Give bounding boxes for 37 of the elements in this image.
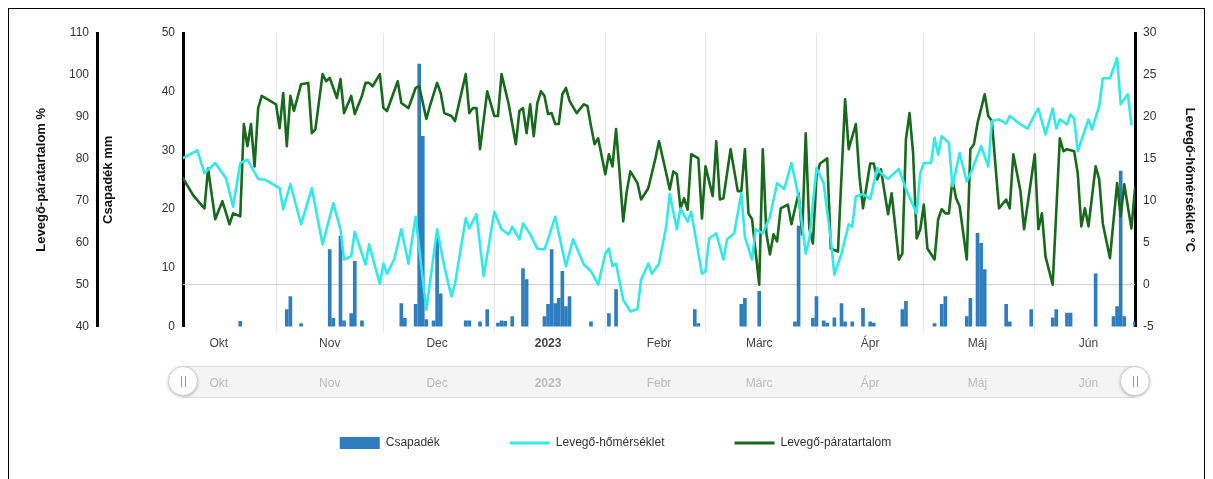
y3-tick-label: 60 <box>75 235 90 250</box>
x-tick-label: Máj <box>967 336 988 351</box>
y-tick-label: 0 <box>168 318 176 333</box>
y2-tick-label: -5 <box>1143 318 1154 333</box>
y2-axis-title: Levegő-hőmérséklet °C <box>1182 107 1198 253</box>
y3-tick-label: 40 <box>75 318 90 333</box>
x-tick-label: Márc <box>745 336 773 351</box>
y2-tick-label: 10 <box>1143 193 1157 208</box>
x-tick-label: Febr <box>646 336 672 351</box>
x-tick-label: Ápr <box>860 335 880 351</box>
y3-axis-title: Levegő-páratartalom % <box>33 107 49 252</box>
y2-tick-label: 5 <box>1143 235 1150 250</box>
y2-tick-label: 0 <box>1143 276 1150 291</box>
y-tick-label: 10 <box>161 260 176 275</box>
legend-label: Levegő-páratartalom <box>780 435 892 450</box>
y3-tick-label: 70 <box>75 193 90 208</box>
x-tick-label: Dec <box>426 336 448 351</box>
y3-tick-label: 50 <box>75 276 90 291</box>
x-tick-label: Nov <box>319 336 341 351</box>
legend-label: Levegő-hőmérséklet <box>555 435 666 450</box>
y-tick-label: 50 <box>161 25 176 40</box>
y-axis-title: Csapadék mm <box>100 135 116 224</box>
y2-tick-label: 15 <box>1143 151 1157 166</box>
x-tick-label: Jún <box>1078 336 1099 351</box>
y3-tick-label: 110 <box>69 25 90 40</box>
y3-tick-label: 100 <box>68 67 90 82</box>
y3-tick-label: 80 <box>75 151 90 166</box>
y3-tick-label: 90 <box>75 109 90 124</box>
y2-tick-label: 30 <box>1143 25 1157 40</box>
y2-tick-label: 20 <box>1143 109 1157 124</box>
x-tick-label: 2023 <box>534 336 562 351</box>
y-tick-label: 20 <box>161 201 176 216</box>
x-tick-label: Okt <box>209 336 229 351</box>
y-tick-label: 30 <box>161 142 176 157</box>
legend-label: Csapadék <box>385 435 441 450</box>
y2-tick-label: 25 <box>1143 67 1157 82</box>
y-tick-label: 40 <box>161 84 176 99</box>
